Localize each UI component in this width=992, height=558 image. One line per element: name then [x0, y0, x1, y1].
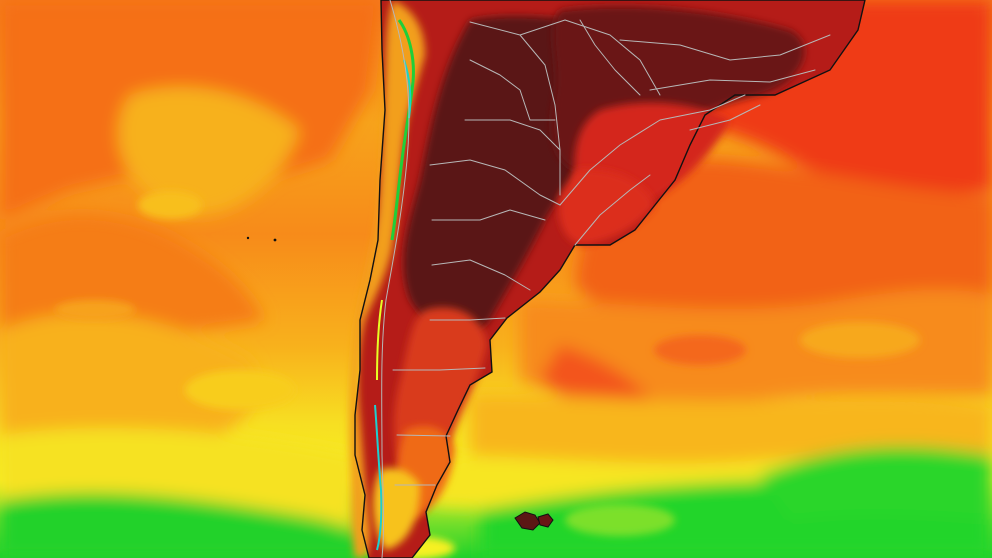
country-and-province-borders: [381, 0, 831, 558]
province-line-1: [469, 59, 556, 121]
atlantic-orange-field: [520, 289, 992, 404]
island-dot-2: [246, 236, 250, 240]
east-falkland: [537, 513, 554, 528]
province-line-3: [429, 159, 561, 206]
ocean-patches: [55, 191, 920, 558]
andes-green-ridge: [390, 19, 415, 241]
island-dot-1: [273, 238, 277, 242]
atlantic-orange-red-field: [575, 158, 992, 336]
province-line-8: [396, 434, 451, 437]
yellow-green-patch-1: [565, 504, 675, 536]
province-line-7: [392, 367, 486, 371]
province-line-6: [429, 317, 506, 321]
brazil-state-border-3: [689, 104, 761, 131]
tierra-del-fuego-yellow: [373, 468, 420, 550]
coastline-outline: [354, 0, 866, 558]
brazil-border: [559, 94, 746, 206]
atlantic-green-lobe: [760, 446, 992, 520]
brazil-state-border-2: [649, 69, 816, 91]
amber-patch-2: [800, 322, 920, 358]
land-heat-map: [349, 0, 866, 558]
province-line-5: [431, 259, 531, 291]
pacific-island-dots: [246, 236, 277, 242]
uruguay-red-area: [558, 169, 655, 245]
province-line-4: [431, 209, 546, 221]
north-argentina-border-1: [469, 21, 561, 196]
pacific-amber-field: [0, 313, 258, 460]
paraguay-border: [579, 19, 641, 96]
north-argentina-border-2: [519, 19, 661, 96]
chile-argentina-border: [381, 0, 410, 558]
yellow-patch-1: [138, 191, 202, 219]
orange-red-patch-1: [654, 335, 746, 365]
brazil-state-border-1: [619, 34, 831, 61]
yellow-patch-2: [185, 370, 295, 410]
province-line-2: [464, 119, 561, 151]
andes-cyan-ridge-2: [374, 404, 383, 551]
amber-patch-1: [55, 300, 135, 320]
uruguay-border: [574, 174, 651, 246]
pacific-green-band: [0, 492, 390, 558]
andes-cool-strip: [349, 0, 425, 558]
pacific-yellow-field: [118, 87, 300, 216]
andes-yellow-ridge: [376, 299, 383, 381]
falkland-islands: [514, 511, 554, 531]
